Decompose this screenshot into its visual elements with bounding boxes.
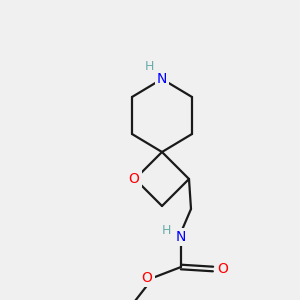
- Text: O: O: [142, 271, 152, 285]
- Text: H: H: [144, 61, 154, 74]
- Text: O: O: [129, 172, 140, 186]
- Text: O: O: [218, 262, 228, 276]
- Text: H: H: [161, 224, 171, 238]
- Text: N: N: [157, 72, 167, 86]
- Text: N: N: [176, 230, 186, 244]
